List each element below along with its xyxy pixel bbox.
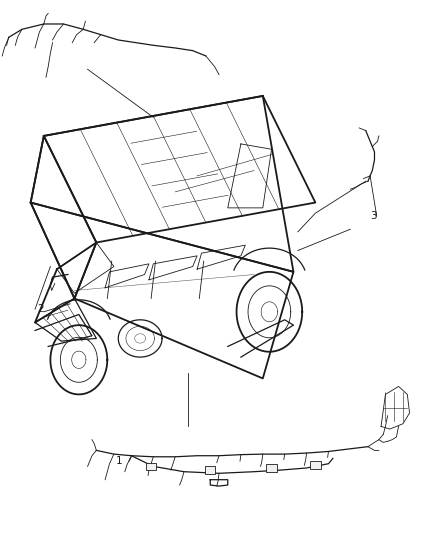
Bar	[146, 463, 156, 470]
Bar	[310, 461, 321, 469]
Bar	[266, 464, 277, 472]
Text: 1: 1	[116, 456, 123, 466]
Bar	[205, 466, 215, 474]
Text: 3: 3	[370, 211, 377, 221]
Text: 2: 2	[37, 304, 44, 314]
